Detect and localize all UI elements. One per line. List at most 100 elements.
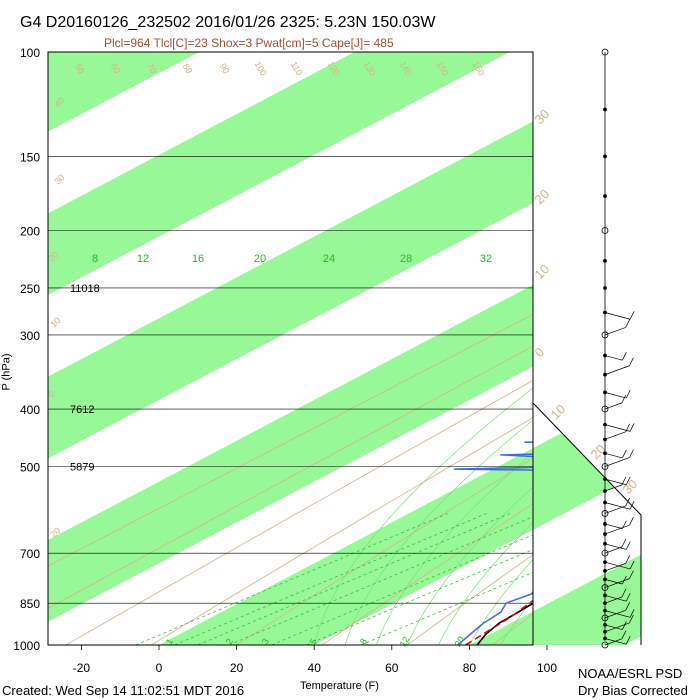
mixing-ratio-label: 12 xyxy=(398,635,412,649)
moist-adiabat xyxy=(469,559,533,645)
mixing-ratio-line xyxy=(228,516,533,645)
mixing-ratio-label: 24 xyxy=(323,253,335,265)
wind-barb-flag xyxy=(622,575,627,585)
mixing-ratio-label: 16 xyxy=(192,253,204,265)
mixing-ratio-label: 28 xyxy=(400,253,412,265)
wind-barb-flag xyxy=(625,602,630,611)
wind-barb xyxy=(603,107,607,112)
dry-adiabat-label: 90 xyxy=(218,62,232,76)
wind-barb xyxy=(601,614,609,622)
mixing-ratio-label: 20 xyxy=(254,253,266,265)
wind-barb-flag xyxy=(629,311,635,320)
isotherm-label: 0 xyxy=(532,344,548,360)
dry-adiabat-label: 110 xyxy=(289,60,305,77)
y-axis-title: P (hPa) xyxy=(0,353,13,391)
chart-subtitle: Plcl=964 Tlcl[C]=23 Shox=3 Pwat[cm]=5 Ca… xyxy=(104,36,394,50)
mixing-ratio-label: 8 xyxy=(92,253,98,265)
isotherm-band xyxy=(48,52,510,296)
wind-barb-shaft xyxy=(604,610,631,618)
y-tick-label: 150 xyxy=(20,150,40,164)
mixing-ratio-label: 20 xyxy=(453,635,467,649)
wind-barb-flag xyxy=(625,497,630,507)
chart-title: G4 D20160126_232502 2016/01/26 2325: 5.2… xyxy=(20,14,436,31)
created-timestamp: Created: Wed Sep 14 11:02:51 MDT 2016 xyxy=(2,683,245,698)
wind-barb-shaft xyxy=(604,624,623,630)
wind-barb-flag xyxy=(625,319,630,328)
x-tick-label: -20 xyxy=(73,661,91,675)
wind-barbs-panel xyxy=(601,48,635,649)
x-tick-label: 100 xyxy=(537,661,557,675)
wind-barb-shaft xyxy=(604,457,630,467)
mixing-ratio-line xyxy=(174,513,487,645)
x-axis-title: Temperature (F) xyxy=(300,680,379,692)
moist-adiabat xyxy=(406,486,533,645)
wind-barb-flag xyxy=(625,592,631,602)
bands-plot xyxy=(48,52,533,645)
mixing-ratio-line xyxy=(271,534,533,645)
wind-barb-shaft xyxy=(604,638,623,646)
wind-barb-shaft xyxy=(604,478,627,486)
wind-barb-shaft xyxy=(604,355,623,361)
moist-adiabat xyxy=(313,387,533,645)
series-line-temperature xyxy=(476,602,533,645)
wind-barb-shaft xyxy=(604,402,623,410)
wind-barb-shaft xyxy=(604,610,626,619)
wind-barb-flag xyxy=(621,630,627,640)
wind-barb-shaft xyxy=(604,523,623,529)
wind-barb xyxy=(601,405,609,413)
wind-barb-flag xyxy=(625,389,631,399)
moist-adiabat xyxy=(344,419,533,645)
isotherm-label: 10 xyxy=(548,401,569,422)
wind-barb-shaft xyxy=(604,638,627,645)
wind-barb xyxy=(603,194,607,199)
isotherm-label: 20 xyxy=(532,186,553,207)
mixing-ratio-label: 8 xyxy=(358,637,369,646)
wind-barb xyxy=(601,584,609,591)
x-tick-label: 20 xyxy=(230,661,244,675)
wind-barb-flag xyxy=(625,541,631,550)
isotherm-label: 30 xyxy=(52,172,66,186)
wind-barb-shaft xyxy=(604,431,626,440)
y-tick-label: 1000 xyxy=(13,639,40,653)
y-tick-label: 300 xyxy=(20,329,40,343)
wind-barb-shaft xyxy=(604,561,631,570)
isotherm-label: 10 xyxy=(48,315,62,329)
wind-barb-flag xyxy=(621,538,627,548)
dry-adiabat xyxy=(48,313,533,567)
dry-adiabat-label: 50 xyxy=(73,62,87,76)
wind-barb-flag xyxy=(629,560,635,570)
height-label: 7612 xyxy=(70,404,94,416)
mixing-ratio-line xyxy=(360,572,533,645)
org-name: NOAA/ESRL PSD xyxy=(578,666,683,681)
series-line-parcel xyxy=(465,599,533,645)
wind-barb-shaft xyxy=(604,392,627,399)
wind-barb-shaft xyxy=(604,502,631,510)
wind-barb-shaft xyxy=(604,595,627,602)
mixing-ratio-line xyxy=(135,513,448,645)
x-tick-label: 0 xyxy=(156,661,163,675)
y-tick-label: 850 xyxy=(20,597,40,611)
wind-barb-shaft xyxy=(604,579,623,585)
wind-barb-shaft xyxy=(604,452,623,459)
wind-barb-flag xyxy=(622,621,627,630)
x-tick-label: 40 xyxy=(308,661,322,675)
mixing-ratio-line xyxy=(197,513,510,645)
y-tick-label: 250 xyxy=(20,282,40,296)
moist-adiabat xyxy=(438,522,533,645)
wind-barb-flag xyxy=(629,570,634,579)
y-tick-label: 500 xyxy=(20,460,40,474)
isotherm-label: 30 xyxy=(620,476,641,497)
wind-barb-flag xyxy=(629,517,634,526)
x-tick-label: 60 xyxy=(385,661,399,675)
y-tick-label: 100 xyxy=(20,46,40,60)
series-group xyxy=(453,441,533,645)
mixing-ratio-label: 32 xyxy=(480,253,492,265)
wind-barb-flag xyxy=(621,588,627,598)
isotherm-band xyxy=(469,611,533,645)
wind-barb xyxy=(601,227,609,234)
dry-adiabat-label: 70 xyxy=(145,62,159,76)
isotherm-band xyxy=(48,284,533,622)
wind-barb xyxy=(603,154,607,159)
wind-barb-flag xyxy=(629,614,634,624)
